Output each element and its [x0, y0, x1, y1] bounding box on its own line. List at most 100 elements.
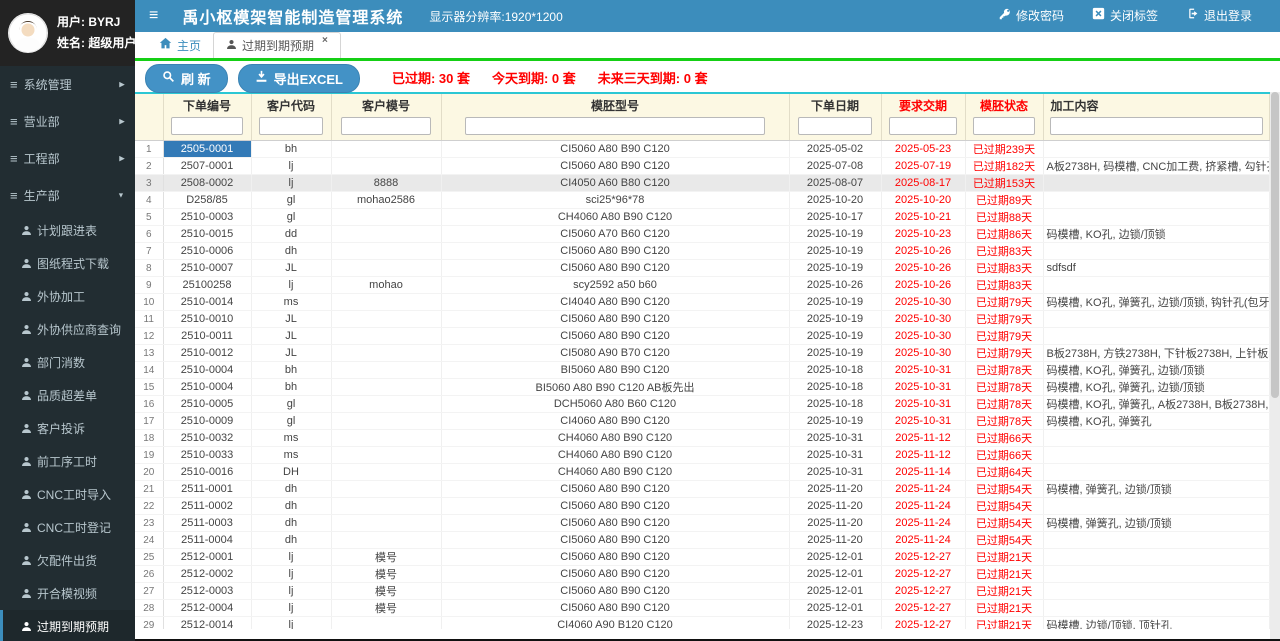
- sidebar-group-label: 生产部: [23, 189, 60, 203]
- table-row[interactable]: 4 D258/85 gl mohao2586 sci25*96*78 2025-10-20…: [135, 191, 1270, 209]
- filter-input[interactable]: [258, 117, 324, 135]
- sidebar-group[interactable]: ≡ 工程部 ▶: [0, 140, 135, 177]
- table-cell: 2025-10-30: [881, 293, 966, 311]
- table-row[interactable]: 24 2511-0004 dh CI5060 A80 B90 C120 2025-11-…: [135, 531, 1270, 549]
- table-row[interactable]: 12 2510-0011 JL CI5060 A80 B90 C120 2025-10-…: [135, 327, 1270, 345]
- table-cell: gl: [251, 412, 332, 430]
- person-icon: [21, 555, 32, 566]
- header-action-key[interactable]: 修改密码: [999, 7, 1064, 24]
- sidebar-item[interactable]: 计划跟进表: [0, 214, 135, 247]
- table-cell: 2025-10-31: [789, 463, 882, 481]
- tab[interactable]: 过期到期预期 ×: [213, 32, 341, 58]
- table-row[interactable]: 1 2505-0001 bh CI5060 A80 B90 C120 2025-05-0…: [135, 140, 1270, 158]
- table-cell: 2025-08-07: [789, 174, 882, 192]
- table-row[interactable]: 11 2510-0010 JL CI5060 A80 B90 C120 2025-10-…: [135, 310, 1270, 328]
- table-cell: [331, 140, 442, 158]
- table-row[interactable]: 2 2507-0001 lj CI5060 A80 B90 C120 2025-07-0…: [135, 157, 1270, 175]
- table-cell: [331, 531, 442, 549]
- table-cell: 2025-10-19: [789, 293, 882, 311]
- table-row[interactable]: 19 2510-0033 ms CH4060 A80 B90 C120 2025-10-…: [135, 446, 1270, 464]
- table-row[interactable]: 29 2512-0014 lj CI4060 A90 B120 C120 2025-12…: [135, 616, 1270, 629]
- scrollbar-thumb[interactable]: [1271, 92, 1279, 399]
- sidebar-group[interactable]: ≡ 营业部 ▶: [0, 103, 135, 140]
- table-cell: CI5060 A80 B90 C120: [441, 531, 790, 549]
- table-cell: 2025-10-19: [789, 242, 882, 260]
- table-row[interactable]: 16 2510-0005 gl DCH5060 A80 B60 C120 2025-10…: [135, 395, 1270, 413]
- table-cell: 2510-0010: [163, 310, 252, 328]
- table-body: 1 2505-0001 bh CI5060 A80 B90 C120 2025-05-0…: [135, 140, 1270, 629]
- table-row[interactable]: 27 2512-0003 lj 模号 CI5060 A80 B90 C120 2025-1…: [135, 582, 1270, 600]
- hamburger-menu-icon[interactable]: ≡: [149, 7, 159, 24]
- table-row[interactable]: 5 2510-0003 gl CH4060 A80 B90 C120 2025-10-1…: [135, 208, 1270, 226]
- table-cell: 已过期86天: [965, 225, 1044, 243]
- table-cell: CH4060 A80 B90 C120: [441, 446, 790, 464]
- table-row[interactable]: 26 2512-0002 lj 模号 CI5060 A80 B90 C120 2025-1…: [135, 565, 1270, 583]
- filter-input[interactable]: [972, 117, 1036, 135]
- table-cell: 2025-10-23: [881, 225, 966, 243]
- table-row[interactable]: 18 2510-0032 ms CH4060 A80 B90 C120 2025-10-…: [135, 429, 1270, 447]
- tab[interactable]: 主页: [147, 32, 213, 58]
- export-excel-button[interactable]: 导出EXCEL: [237, 63, 360, 93]
- sidebar-group-label: 系统管理: [23, 78, 72, 92]
- sidebar-item[interactable]: CNC工时登记: [0, 511, 135, 544]
- close-tab-icon[interactable]: ×: [322, 35, 328, 46]
- sidebar-item[interactable]: 过期到期预期: [0, 610, 135, 641]
- table-cell: lj: [251, 276, 332, 294]
- table-cell: [1043, 463, 1270, 481]
- sidebar-item[interactable]: 开合模视频: [0, 577, 135, 610]
- sidebar-group[interactable]: ≡ 系统管理 ▶: [0, 66, 135, 103]
- table-row[interactable]: 20 2510-0016 DH CH4060 A80 B90 C120 2025-10-…: [135, 463, 1270, 481]
- avatar: [8, 13, 48, 53]
- table-row[interactable]: 28 2512-0004 lj 模号 CI5060 A80 B90 C120 2025-1…: [135, 599, 1270, 617]
- table-row[interactable]: 10 2510-0014 ms CI4040 A80 B90 C120 2025-10-…: [135, 293, 1270, 311]
- table-row[interactable]: 14 2510-0004 bh BI5060 A80 B90 C120 2025-10-…: [135, 361, 1270, 379]
- table-row[interactable]: 8 2510-0007 JL CI5060 A80 B90 C120 2025-10-1…: [135, 259, 1270, 277]
- table-cell: sci25*96*78: [441, 191, 790, 209]
- sidebar-item[interactable]: 部门消数: [0, 346, 135, 379]
- vertical-scrollbar[interactable]: [1270, 92, 1280, 639]
- sidebar-item[interactable]: 欠配件出货: [0, 544, 135, 577]
- table-cell: A板2738H, 码模槽, CNC加工费, 挤紧槽, 勾针孔, 开闭器, 精料配…: [1043, 157, 1270, 175]
- table-row[interactable]: 17 2510-0009 gl CI4060 A80 B90 C120 2025-10-…: [135, 412, 1270, 430]
- table-row[interactable]: 21 2511-0001 dh CI5060 A80 B90 C120 2025-11-…: [135, 480, 1270, 498]
- table-row[interactable]: 6 2510-0015 dd CI5060 A70 B60 C120 2025-10-1…: [135, 225, 1270, 243]
- header-action-close-square[interactable]: 关闭标签: [1092, 7, 1158, 24]
- table-cell: 2025-10-31: [881, 378, 966, 396]
- person-icon: [21, 621, 32, 632]
- filter-input[interactable]: [340, 117, 432, 135]
- table-row[interactable]: 3 2508-0002 lj 8888 CI4050 A60 B80 C120 2025-…: [135, 174, 1270, 192]
- filter-input[interactable]: [171, 117, 243, 135]
- table-row[interactable]: 25 2512-0001 lj 模号 CI5060 A80 B90 C120 2025-1…: [135, 548, 1270, 566]
- row-number-cell: 23: [135, 514, 164, 532]
- header-action-logout[interactable]: 退出登录: [1186, 7, 1252, 24]
- table-cell: dh: [251, 514, 332, 532]
- table-cell: 2025-11-24: [881, 497, 966, 515]
- menu-lines-icon: ≡: [10, 151, 18, 166]
- filter-input[interactable]: [797, 117, 873, 135]
- sidebar-item-label: 欠配件出货: [37, 554, 98, 568]
- table-row[interactable]: 15 2510-0004 bh BI5060 A80 B90 C120 AB板先出 20…: [135, 378, 1270, 396]
- table-cell: DH: [251, 463, 332, 481]
- table-row[interactable]: 13 2510-0012 JL CI5080 A90 B70 C120 2025-10-…: [135, 344, 1270, 362]
- table-row[interactable]: 23 2511-0003 dh CI5060 A80 B90 C120 2025-11-…: [135, 514, 1270, 532]
- row-number-cell: 21: [135, 480, 164, 498]
- sidebar-item[interactable]: 图纸程式下载: [0, 247, 135, 280]
- refresh-button[interactable]: 刷 新: [145, 63, 228, 93]
- download-icon: [255, 70, 268, 86]
- table-row[interactable]: 22 2511-0002 dh CI5060 A80 B90 C120 2025-11-…: [135, 497, 1270, 515]
- sidebar-item[interactable]: 客户投诉: [0, 412, 135, 445]
- table-row[interactable]: 7 2510-0006 dh CI5060 A80 B90 C120 2025-10-1…: [135, 242, 1270, 260]
- sidebar-item[interactable]: CNC工时导入: [0, 478, 135, 511]
- table-cell: CI5060 A80 B90 C120: [441, 157, 790, 175]
- table-cell: 2510-0009: [163, 412, 252, 430]
- filter-input[interactable]: [889, 117, 957, 135]
- sidebar-item[interactable]: 外协供应商查询: [0, 313, 135, 346]
- column-header-label: 模胚状态: [979, 99, 1028, 113]
- sidebar-group[interactable]: ≡ 生产部 ▼: [0, 177, 135, 214]
- filter-input[interactable]: [1049, 117, 1263, 135]
- filter-input[interactable]: [464, 117, 766, 135]
- sidebar-item[interactable]: 前工序工时: [0, 445, 135, 478]
- table-row[interactable]: 9 25100258 lj mohao scy2592 a50 b60 2025-10-2…: [135, 276, 1270, 294]
- sidebar-item[interactable]: 外协加工: [0, 280, 135, 313]
- sidebar-item[interactable]: 品质超差单: [0, 379, 135, 412]
